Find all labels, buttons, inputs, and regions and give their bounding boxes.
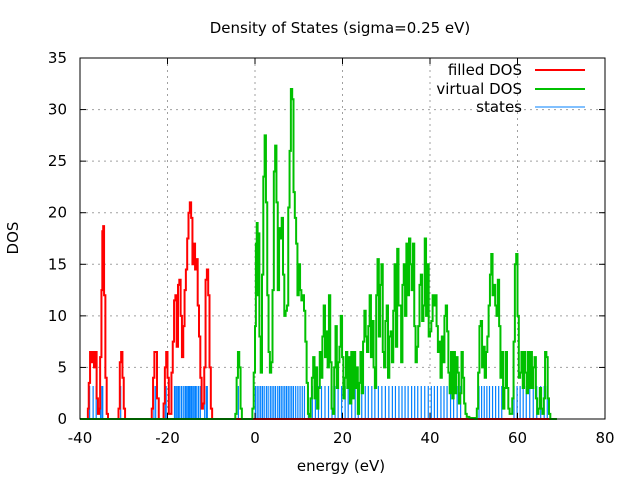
x-tick-label: 20 (333, 429, 352, 447)
x-tick-label: 60 (508, 429, 527, 447)
x-axis-label: energy (eV) (297, 457, 385, 475)
legend-label-filled: filled DOS (448, 61, 522, 79)
virtual-dos-line (80, 87, 557, 420)
x-tick-label: -40 (68, 429, 93, 447)
legend-label-states: states (476, 98, 522, 116)
y-tick-label: 30 (48, 101, 67, 119)
y-tick-label: 20 (48, 204, 67, 222)
y-tick-label: 10 (48, 307, 67, 325)
series-layer (80, 87, 557, 420)
chart-title: Density of States (sigma=0.25 eV) (210, 19, 471, 37)
x-tick-label: -20 (155, 429, 180, 447)
axis-ticks: -40 -20 0 20 40 60 80 0 5 10 15 20 25 30 35 (48, 49, 615, 447)
x-tick-label: 0 (250, 429, 260, 447)
y-tick-label: 25 (48, 152, 67, 170)
legend-label-virtual: virtual DOS (436, 80, 522, 98)
y-tick-label: 0 (57, 410, 67, 428)
y-tick-label: 15 (48, 255, 67, 273)
x-tick-label: 80 (595, 429, 614, 447)
y-axis-label: DOS (4, 222, 22, 255)
filled-dos-line (80, 201, 557, 420)
y-tick-label: 35 (48, 49, 67, 67)
y-tick-label: 5 (57, 358, 67, 376)
legend: filled DOS virtual DOS states (436, 61, 585, 116)
x-tick-label: 40 (420, 429, 439, 447)
